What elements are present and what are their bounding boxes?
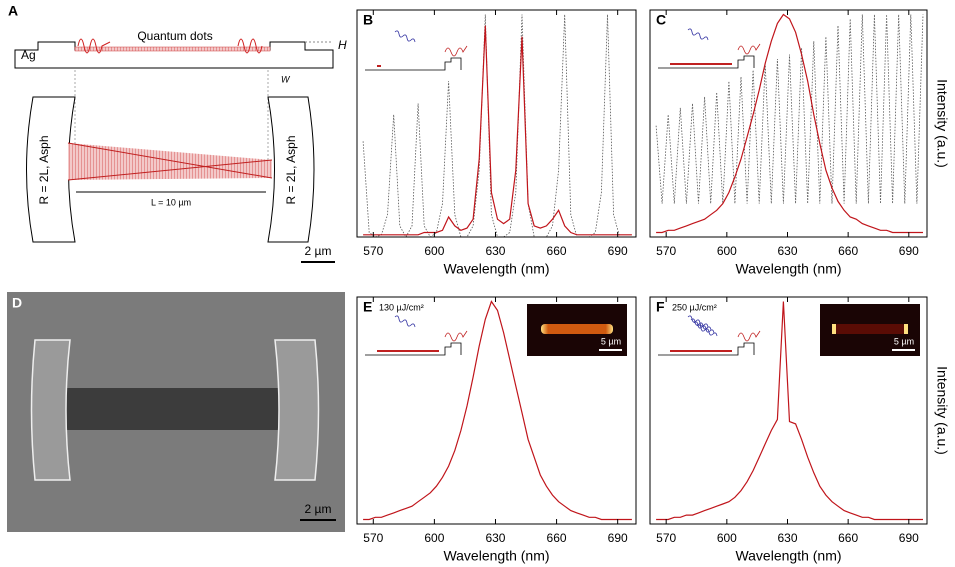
mirror-label: R = 2L, Asph <box>284 135 298 204</box>
emit-wave <box>737 330 761 342</box>
pump-wave <box>690 318 712 331</box>
plot-frame <box>356 296 637 525</box>
inset-waveguide <box>834 324 906 334</box>
inset-qd <box>377 350 439 352</box>
x-tick-label: 570 <box>363 244 383 258</box>
x-axis-title: Wavelength (nm) <box>443 261 549 277</box>
height-label: H <box>338 38 347 52</box>
emitter-label: Quantum dots <box>137 29 212 43</box>
pump-wave <box>394 30 416 43</box>
x-tick-label: 660 <box>838 244 858 258</box>
pump-wave <box>687 28 709 41</box>
inset-end <box>904 324 908 334</box>
inset-qd <box>670 63 732 65</box>
x-tick-label: 570 <box>656 531 676 545</box>
inset-device <box>365 57 462 71</box>
x-tick-label: 690 <box>899 531 919 545</box>
series-line <box>656 13 923 234</box>
scale-label: 2 µm <box>305 502 332 516</box>
inset-scale-label: 5 µm <box>601 336 621 346</box>
chart: 570 600 630 660 690 Wavelength (nm) Intensity … <box>649 296 950 564</box>
beam-edge <box>67 142 273 181</box>
mirror <box>30 339 71 481</box>
pump-wave <box>696 324 718 337</box>
series-line <box>363 300 632 521</box>
pump-wave <box>693 321 715 334</box>
chart: 570 600 630 660 690 Wavelength (nm) E 130 µJ/cm… <box>356 296 637 564</box>
mirror-label: R = 2L, Asph <box>37 135 51 204</box>
width-label: W <box>281 74 291 84</box>
qd-layer <box>74 46 271 52</box>
panel-a: A Ag Quantum dots H W L = 10 µm R = 2L, … <box>8 3 347 263</box>
x-axis-title: Wavelength (nm) <box>735 261 841 277</box>
emit-wave <box>444 330 468 342</box>
x-axis-title: Wavelength (nm) <box>443 548 549 564</box>
x-tick-label: 570 <box>656 244 676 258</box>
annotation: 130 µJ/cm² <box>379 302 424 312</box>
x-tick-label: 660 <box>547 244 567 258</box>
x-tick-label: 660 <box>838 531 858 545</box>
x-tick-label: 690 <box>899 244 919 258</box>
length-label: L = 10 µm <box>151 197 191 207</box>
scale-label: 2 µm <box>305 244 332 258</box>
plot-frame <box>649 9 928 238</box>
x-tick-label: 600 <box>717 531 737 545</box>
panel-label: D <box>12 295 22 311</box>
chart: 570 600 630 660 690 Wavelength (nm) Intensity … <box>649 9 950 277</box>
mirror <box>267 96 315 243</box>
emit-wave <box>737 43 761 55</box>
inset-waveguide <box>541 324 613 334</box>
panel-d: D 2 µm <box>7 292 345 532</box>
waveguide <box>65 388 285 430</box>
silver-layer <box>14 41 334 69</box>
wave <box>77 38 111 54</box>
wave <box>237 38 263 54</box>
panel-label: F <box>656 299 665 315</box>
pump-wave <box>687 315 709 328</box>
x-tick-label: 630 <box>777 531 797 545</box>
mirror <box>274 339 320 481</box>
inset-scale-label: 5 µm <box>894 336 914 346</box>
x-tick-label: 630 <box>777 244 797 258</box>
inset-qd <box>670 350 732 352</box>
chart: 570 600 630 660 690 Wavelength (nm) B <box>356 9 637 277</box>
pump-wave <box>394 315 416 328</box>
y-axis-title: Intensity (a.u.) <box>934 79 950 168</box>
series-line <box>656 301 923 521</box>
annotation: 250 µJ/cm² <box>672 302 717 312</box>
inset-end <box>832 324 836 334</box>
y-axis-title: Intensity (a.u.) <box>934 366 950 455</box>
x-tick-label: 630 <box>485 531 505 545</box>
x-tick-label: 690 <box>608 244 628 258</box>
x-tick-label: 600 <box>424 531 444 545</box>
plot-frame <box>356 9 637 238</box>
inset-device <box>658 55 755 69</box>
inset-device <box>365 342 462 356</box>
x-tick-label: 690 <box>608 531 628 545</box>
x-tick-label: 600 <box>424 244 444 258</box>
series-line <box>363 25 632 236</box>
panel-label: B <box>363 12 373 28</box>
x-tick-label: 630 <box>485 244 505 258</box>
series-line <box>362 14 632 237</box>
series-line <box>655 14 924 204</box>
x-axis-title: Wavelength (nm) <box>735 548 841 564</box>
panel-label: E <box>363 299 372 315</box>
x-tick-label: 600 <box>717 244 737 258</box>
x-tick-label: 660 <box>547 531 567 545</box>
inset-qd <box>377 65 381 67</box>
x-tick-label: 570 <box>363 531 383 545</box>
mirror <box>26 96 76 243</box>
panel-label: A <box>8 3 18 19</box>
emit-wave <box>444 45 468 57</box>
inset-device <box>658 342 755 356</box>
plot-frame <box>649 296 928 525</box>
metal-label: Ag <box>21 48 36 62</box>
panel-label: C <box>656 12 666 28</box>
